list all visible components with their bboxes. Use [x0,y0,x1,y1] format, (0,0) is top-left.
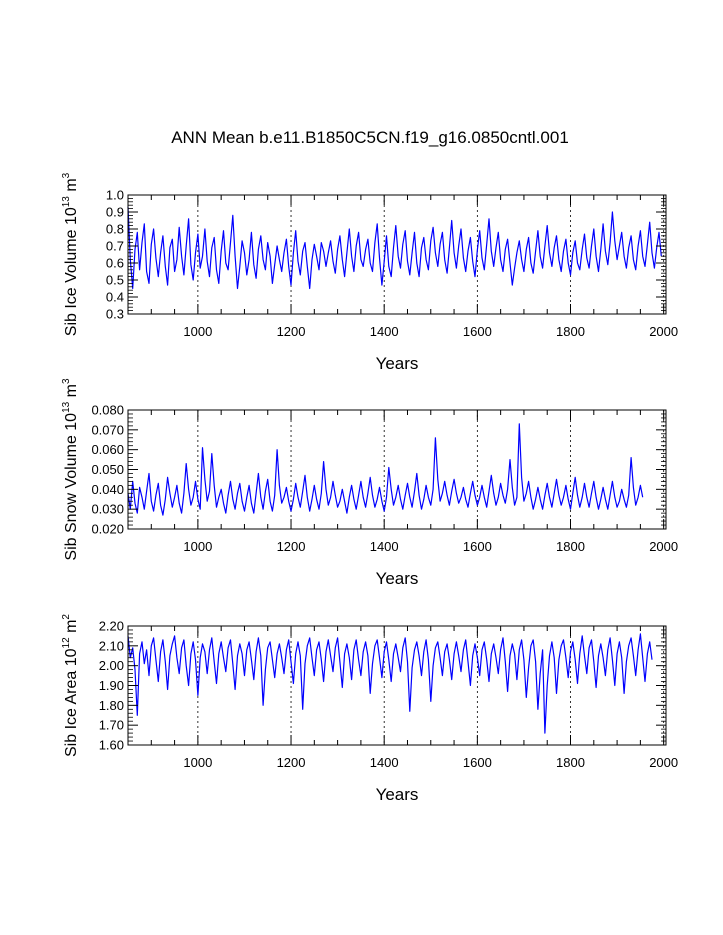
y-tick-label: 0.070 [91,422,124,437]
y-tick-label: 1.90 [99,678,124,693]
plot-frame [127,409,667,530]
y-tick-label: 0.060 [91,442,124,457]
y-tick-label: 1.80 [99,698,124,713]
x-tick-label: 1200 [277,539,306,554]
y-tick-label: 0.3 [106,307,124,322]
y-tick-label: 1.60 [99,738,124,753]
y-tick-label: 2.10 [99,638,124,653]
x-tick-label: 1400 [370,539,399,554]
x-tick-label: 2000 [649,539,678,554]
charts: 1000 1200 1400 1600 1800 2000 0.3 0.4 0.5 0.6 0.7 0… [61,172,678,804]
x-tick-label: 1000 [183,539,212,554]
x-tick-label: 1600 [463,755,492,770]
x-axis-label: Years [376,785,419,804]
chart-panel-2: 1000 1200 1400 1600 1800 2000 0.020 0.030 0.040 0… [61,378,678,588]
y-tick-label: 0.9 [106,205,124,220]
figure-title: ANN Mean b.e11.B1850C5CN.f19_g16.0850cnt… [171,128,569,147]
y-tick-label: 0.020 [91,522,124,537]
x-tick-label: 1800 [556,324,585,339]
x-tick-label: 1800 [556,755,585,770]
y-tick-label: 0.050 [91,462,124,477]
x-tick-label: 2000 [649,755,678,770]
y-tick-label: 0.6 [106,256,124,271]
y-tick-label: 2.00 [99,658,124,673]
y-tick-label: 0.7 [106,239,124,254]
chart-panel-1: 1000 1200 1400 1600 1800 2000 0.3 0.4 0.5 0.6 0.7 0… [61,172,678,373]
plot-frame [127,625,667,746]
y-tick-label: 0.030 [91,502,124,517]
y-tick-label: 0.8 [106,222,124,237]
x-tick-label: 1600 [463,324,492,339]
y-tick-label: 0.5 [106,273,124,288]
y-axis-label: Sib Snow Volume 1013 m3 [61,378,80,561]
x-tick-label: 1800 [556,539,585,554]
y-tick-label: 1.70 [99,718,124,733]
series-line-1 [127,423,644,516]
y-axis-label: Sib Ice Volume 1013 m3 [61,172,80,336]
y-tick-label: 1.0 [106,188,124,203]
x-tick-label: 1200 [277,755,306,770]
y-tick-label: 2.20 [99,619,124,634]
plot-frame [127,194,667,315]
x-axis-label: Years [376,354,419,373]
x-axis-label: Years [376,569,419,588]
chart-panel-3: 1000 1200 1400 1600 1800 2000 1.60 1.70 1.80 1.90… [61,614,678,804]
x-tick-label: 2000 [649,324,678,339]
y-tick-label: 0.4 [106,290,124,305]
y-tick-label: 0.080 [91,403,124,418]
y-tick-label: 0.040 [91,482,124,497]
y-axis-label: Sib Ice Area 1012 m2 [61,614,80,757]
series-line-1 [127,206,662,290]
x-tick-label: 1400 [370,324,399,339]
series-line-1 [127,633,653,734]
x-tick-label: 1600 [463,539,492,554]
x-tick-label: 1400 [370,755,399,770]
x-tick-label: 1000 [183,324,212,339]
x-tick-label: 1000 [183,755,212,770]
x-tick-label: 1200 [277,324,306,339]
